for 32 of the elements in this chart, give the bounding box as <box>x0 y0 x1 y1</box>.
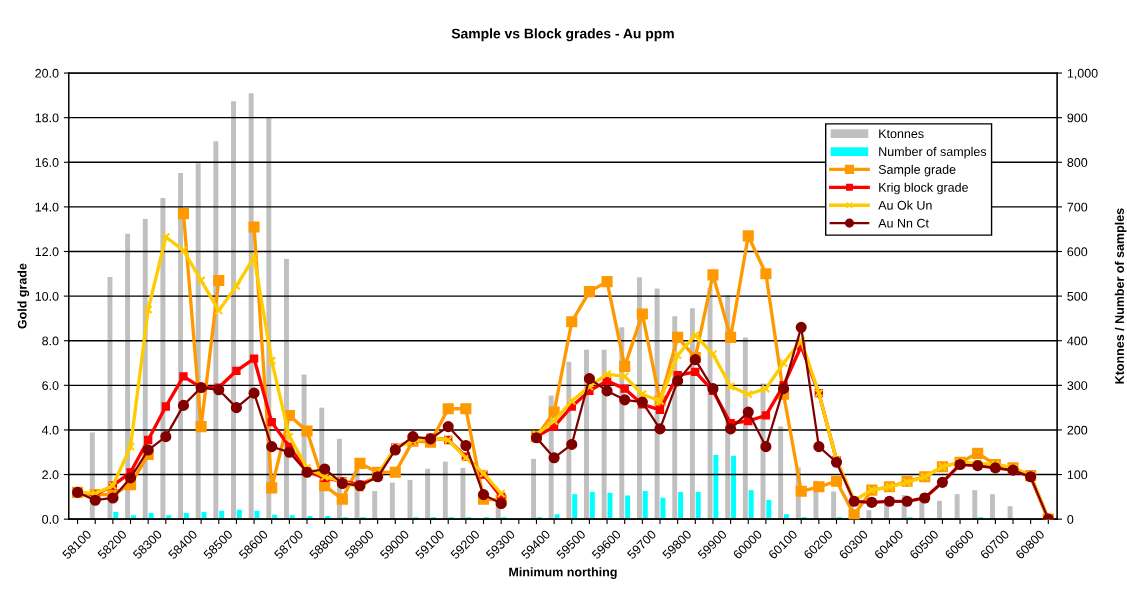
y2-tick-label: 300 <box>1067 381 1088 390</box>
y2-tick-label: 1,000 <box>1067 68 1098 80</box>
y2-tick-label: 600 <box>1067 247 1088 257</box>
y2-tick-label: 500 <box>1067 291 1088 301</box>
y-tick-label: 6.0 <box>42 381 59 390</box>
y2-tick-label: 200 <box>1067 425 1088 435</box>
y-tick-label: 10.0 <box>35 291 59 301</box>
y-axis-title: Gold grade <box>17 263 30 329</box>
y-tick-label: 0.0 <box>42 514 59 524</box>
legend-label: Number of samples <box>879 146 987 159</box>
y2-tick-label: 800 <box>1067 158 1088 167</box>
legend-label: Au Nn Ct <box>878 218 929 228</box>
y2-tick-label: 400 <box>1067 336 1088 346</box>
legend-label: Ktonnes <box>879 129 924 139</box>
y-tick-label: 16.0 <box>35 158 59 167</box>
y2-tick-label: 900 <box>1067 113 1088 123</box>
x-axis-title: Minimum northing <box>509 567 617 579</box>
y-tick-label: 20.0 <box>35 68 59 78</box>
legend-label: Krig block grade <box>879 182 968 195</box>
y-tick-label: 12.0 <box>35 247 59 257</box>
y-tick-label: 4.0 <box>41 425 59 435</box>
y2-tick-label: 700 <box>1067 202 1088 212</box>
y-tick-label: 2.0 <box>42 470 59 480</box>
y2-axis-title: Ktonnes / Number of samples <box>1114 208 1127 384</box>
legend-label: Au Ok Un <box>878 200 932 210</box>
y2-tick-label: 0 <box>1067 514 1074 524</box>
y-tick-label: 14.0 <box>35 202 59 212</box>
y-tick-label: 18.0 <box>35 113 59 123</box>
y-tick-label: 8.0 <box>42 336 59 346</box>
legend-label: Sample grade <box>878 164 956 177</box>
y2-tick-label: 100 <box>1067 470 1088 480</box>
chart-title: Sample vs Block grades - Au ppm <box>451 28 674 42</box>
